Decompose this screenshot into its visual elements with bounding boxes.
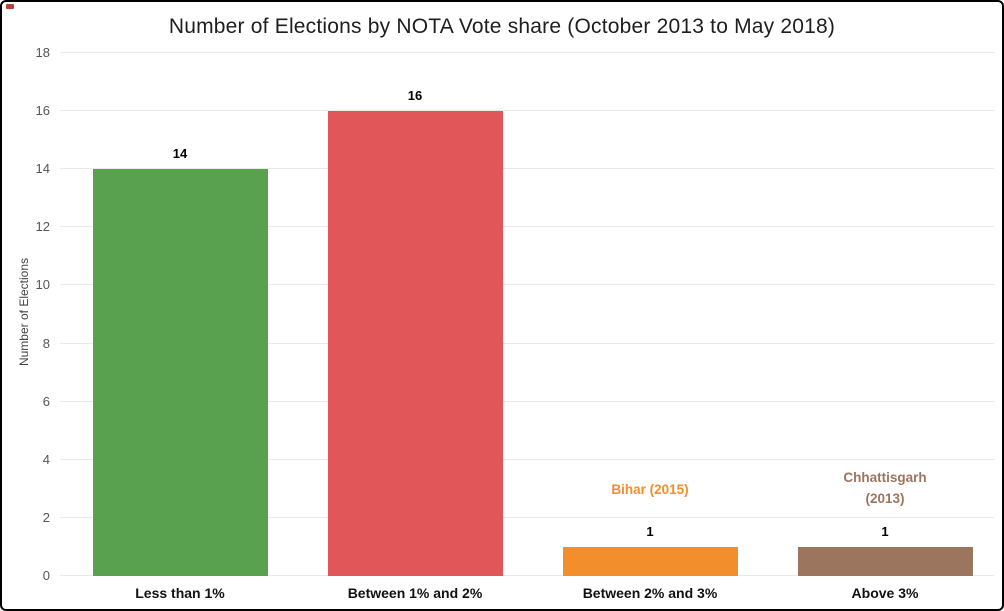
bar-less-than-1[interactable]	[92, 169, 268, 576]
gridline-16	[60, 110, 994, 112]
value-label-between-1-and-2: 16	[407, 88, 423, 104]
gridline-0	[60, 575, 994, 576]
value-label-less-than-1: 14	[172, 146, 188, 162]
gridline-2	[60, 516, 994, 518]
y-tick-label-16: 16	[35, 103, 50, 119]
gridline-4	[60, 458, 994, 460]
annotation-bihar-2015: Bihar (2015)	[611, 481, 689, 497]
x-tick-label-between-1-and-2: Between 1% and 2%	[347, 585, 483, 601]
value-label-above-3: 1	[881, 523, 889, 539]
bar-between-1-and-2[interactable]	[327, 111, 503, 576]
y-tick-label-10: 10	[35, 277, 50, 293]
y-tick-label-14: 14	[35, 161, 50, 177]
plot-area: 0 2 4 6 8 10 12 14 16 18 14 16 1 1 Less than 1% Betwe…	[36, 45, 994, 601]
y-tick-label-6: 6	[42, 393, 50, 409]
bar-above-3[interactable]	[797, 546, 973, 576]
y-axis-title: Number of Elections	[17, 257, 31, 367]
corner-red-mark	[6, 4, 14, 9]
y-tick-label-8: 8	[42, 335, 50, 351]
x-tick-label-above-3: Above 3%	[851, 585, 919, 601]
value-label-between-2-and-3: 1	[646, 523, 654, 539]
gridline-18	[60, 52, 994, 53]
annotation-chhattisgarh: Chhattisgarh (2013)	[843, 470, 927, 506]
gridline-6	[60, 400, 994, 402]
x-tick-label-less-than-1: Less than 1%	[135, 585, 225, 601]
bar-between-2-and-3[interactable]	[562, 546, 738, 576]
gridline-10	[60, 284, 994, 286]
y-tick-label-0: 0	[42, 568, 50, 583]
gridline-12	[60, 226, 994, 228]
y-tick-label-18: 18	[35, 45, 50, 60]
chart-title: Number of Elections by NOTA Vote share (…	[168, 15, 836, 38]
y-tick-label-4: 4	[42, 451, 50, 467]
y-tick-label-2: 2	[42, 509, 50, 525]
y-tick-label-12: 12	[35, 219, 50, 235]
x-tick-label-between-2-and-3: Between 2% and 3%	[582, 585, 718, 601]
gridline-14	[60, 168, 994, 170]
gridline-8	[60, 342, 994, 344]
